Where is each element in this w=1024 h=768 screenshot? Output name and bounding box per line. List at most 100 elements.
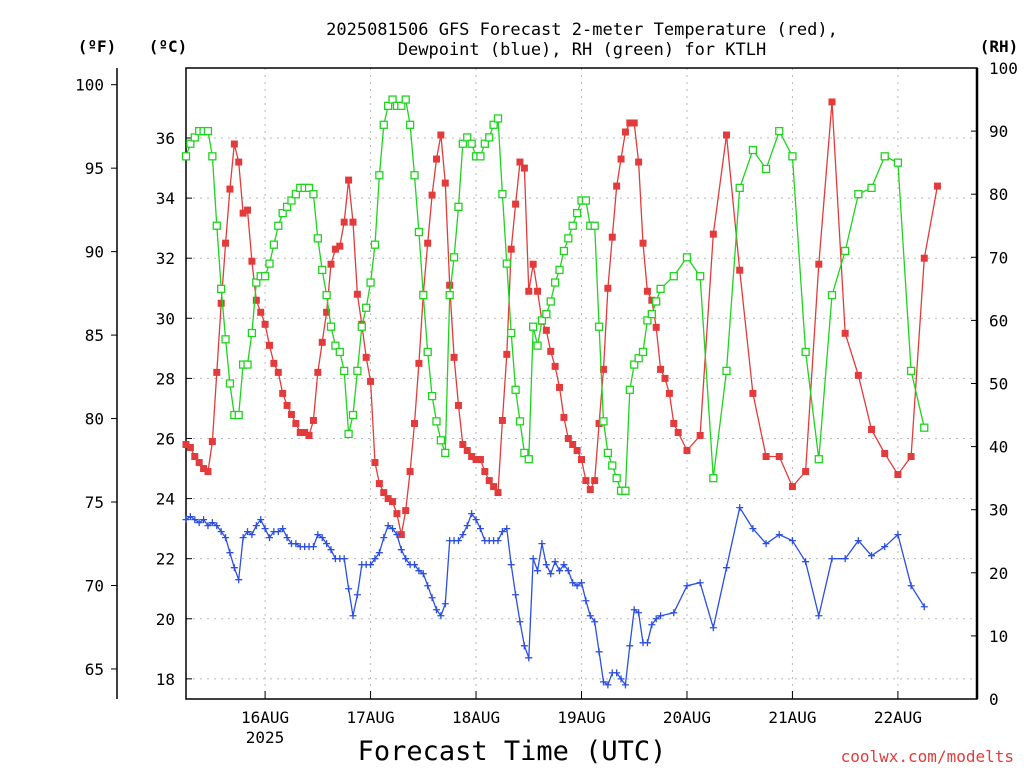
rh-point xyxy=(269,240,279,249)
dewpoint-point xyxy=(516,618,524,626)
dewpoint-point xyxy=(529,555,537,563)
dewpoint-point xyxy=(643,639,651,647)
rh-point xyxy=(550,278,560,287)
temperature-point xyxy=(749,389,757,397)
rh-point xyxy=(594,322,604,331)
temperature-point xyxy=(296,428,304,436)
dewpoint-point xyxy=(599,678,607,686)
rh-point xyxy=(630,360,639,369)
temperature-point xyxy=(503,350,511,358)
dewpoint-point xyxy=(222,534,230,542)
rh-point xyxy=(397,101,406,111)
dewpoint-point xyxy=(525,654,533,662)
x-tick-label: 19AUG xyxy=(557,708,605,727)
unit-label-fahrenheit: (ºF) xyxy=(78,37,117,56)
dewpoint-point xyxy=(283,534,291,542)
dewpoint-point xyxy=(657,612,665,620)
dewpoint-point xyxy=(371,555,379,563)
dewpoint-point xyxy=(854,537,862,545)
rh-point xyxy=(502,259,511,268)
dewpoint-point xyxy=(670,609,678,617)
temperature-point xyxy=(617,155,625,163)
dewpoint-point xyxy=(538,540,546,548)
dewpoint-point xyxy=(749,525,757,533)
dewpoint-point xyxy=(389,525,397,533)
rh-point xyxy=(331,341,340,350)
rh-point xyxy=(612,473,621,483)
dewpoint-point xyxy=(683,582,691,590)
dewpoint-point xyxy=(520,642,528,650)
rh-point xyxy=(559,246,569,256)
rh-tick-label: 0 xyxy=(989,690,999,709)
dewpoint-point xyxy=(652,615,660,623)
temperature-point xyxy=(415,359,423,367)
temperature-point xyxy=(648,296,656,304)
dewpoint-point xyxy=(248,531,256,539)
temperature-point xyxy=(586,486,594,494)
dewpoint-point xyxy=(648,621,656,629)
temperature-point xyxy=(367,377,375,385)
temperature-point xyxy=(621,128,629,136)
temperature-point xyxy=(529,260,537,268)
temperature-point xyxy=(696,431,704,439)
rh-point xyxy=(217,284,226,294)
dewpoint-point xyxy=(239,534,247,542)
temperature-point xyxy=(301,428,309,436)
temperature-point xyxy=(195,459,203,467)
dewpoint-point xyxy=(503,525,511,533)
dewpoint-point xyxy=(353,591,361,599)
rh-point xyxy=(458,139,468,148)
rh-point xyxy=(322,291,331,300)
rh-point xyxy=(375,171,384,180)
temperature-point xyxy=(270,359,278,367)
rh-point xyxy=(445,291,454,300)
dewpoint-point xyxy=(411,561,419,569)
dewpoint-point xyxy=(569,579,577,587)
dewpoint-point xyxy=(375,549,383,557)
rh-point xyxy=(542,309,551,319)
rh-point xyxy=(682,253,692,262)
rh-point xyxy=(278,208,287,218)
temperature-point xyxy=(318,338,326,346)
rh-point xyxy=(761,164,771,174)
rh-point xyxy=(467,139,476,148)
rh-point xyxy=(801,347,810,357)
temperature-point xyxy=(556,383,564,391)
rh-point xyxy=(291,190,301,199)
rh-point xyxy=(572,208,582,218)
celsius-tick-label: 28 xyxy=(156,369,175,388)
dewpoint-point xyxy=(217,528,225,536)
rh-point xyxy=(212,221,221,230)
dewpoint-point xyxy=(551,558,559,566)
temperature-point xyxy=(204,468,212,476)
rh-point xyxy=(647,309,656,319)
dewpoint-point xyxy=(534,567,542,575)
rh-point xyxy=(485,133,494,142)
dewpoint-point xyxy=(226,549,234,557)
rh-point xyxy=(454,202,463,211)
rh-point xyxy=(449,253,459,262)
rh-point xyxy=(335,347,344,357)
temperature-point xyxy=(652,323,660,331)
temperature-point xyxy=(353,290,361,298)
rh-tick-label: 70 xyxy=(989,248,1008,267)
temperature-point xyxy=(828,98,836,106)
rh-point xyxy=(388,95,397,104)
rh-point xyxy=(432,417,441,426)
temperature-point xyxy=(591,477,599,485)
rh-point xyxy=(621,486,630,495)
fahrenheit-tick-label: 85 xyxy=(85,326,104,345)
dewpoint-point xyxy=(630,606,638,614)
dewpoint-point xyxy=(424,582,432,590)
dewpoint-point xyxy=(595,648,603,656)
temperature-point xyxy=(723,131,731,139)
rh-point xyxy=(880,152,889,161)
dewpoint-point xyxy=(472,516,480,524)
dewpoint-point xyxy=(547,570,555,578)
dewpoint-point xyxy=(195,519,203,527)
temperature-point xyxy=(626,119,634,127)
dewpoint-point xyxy=(318,534,326,542)
series-layer xyxy=(181,95,941,689)
dewpoint-point xyxy=(788,537,796,545)
dewpoint-point xyxy=(841,555,849,563)
